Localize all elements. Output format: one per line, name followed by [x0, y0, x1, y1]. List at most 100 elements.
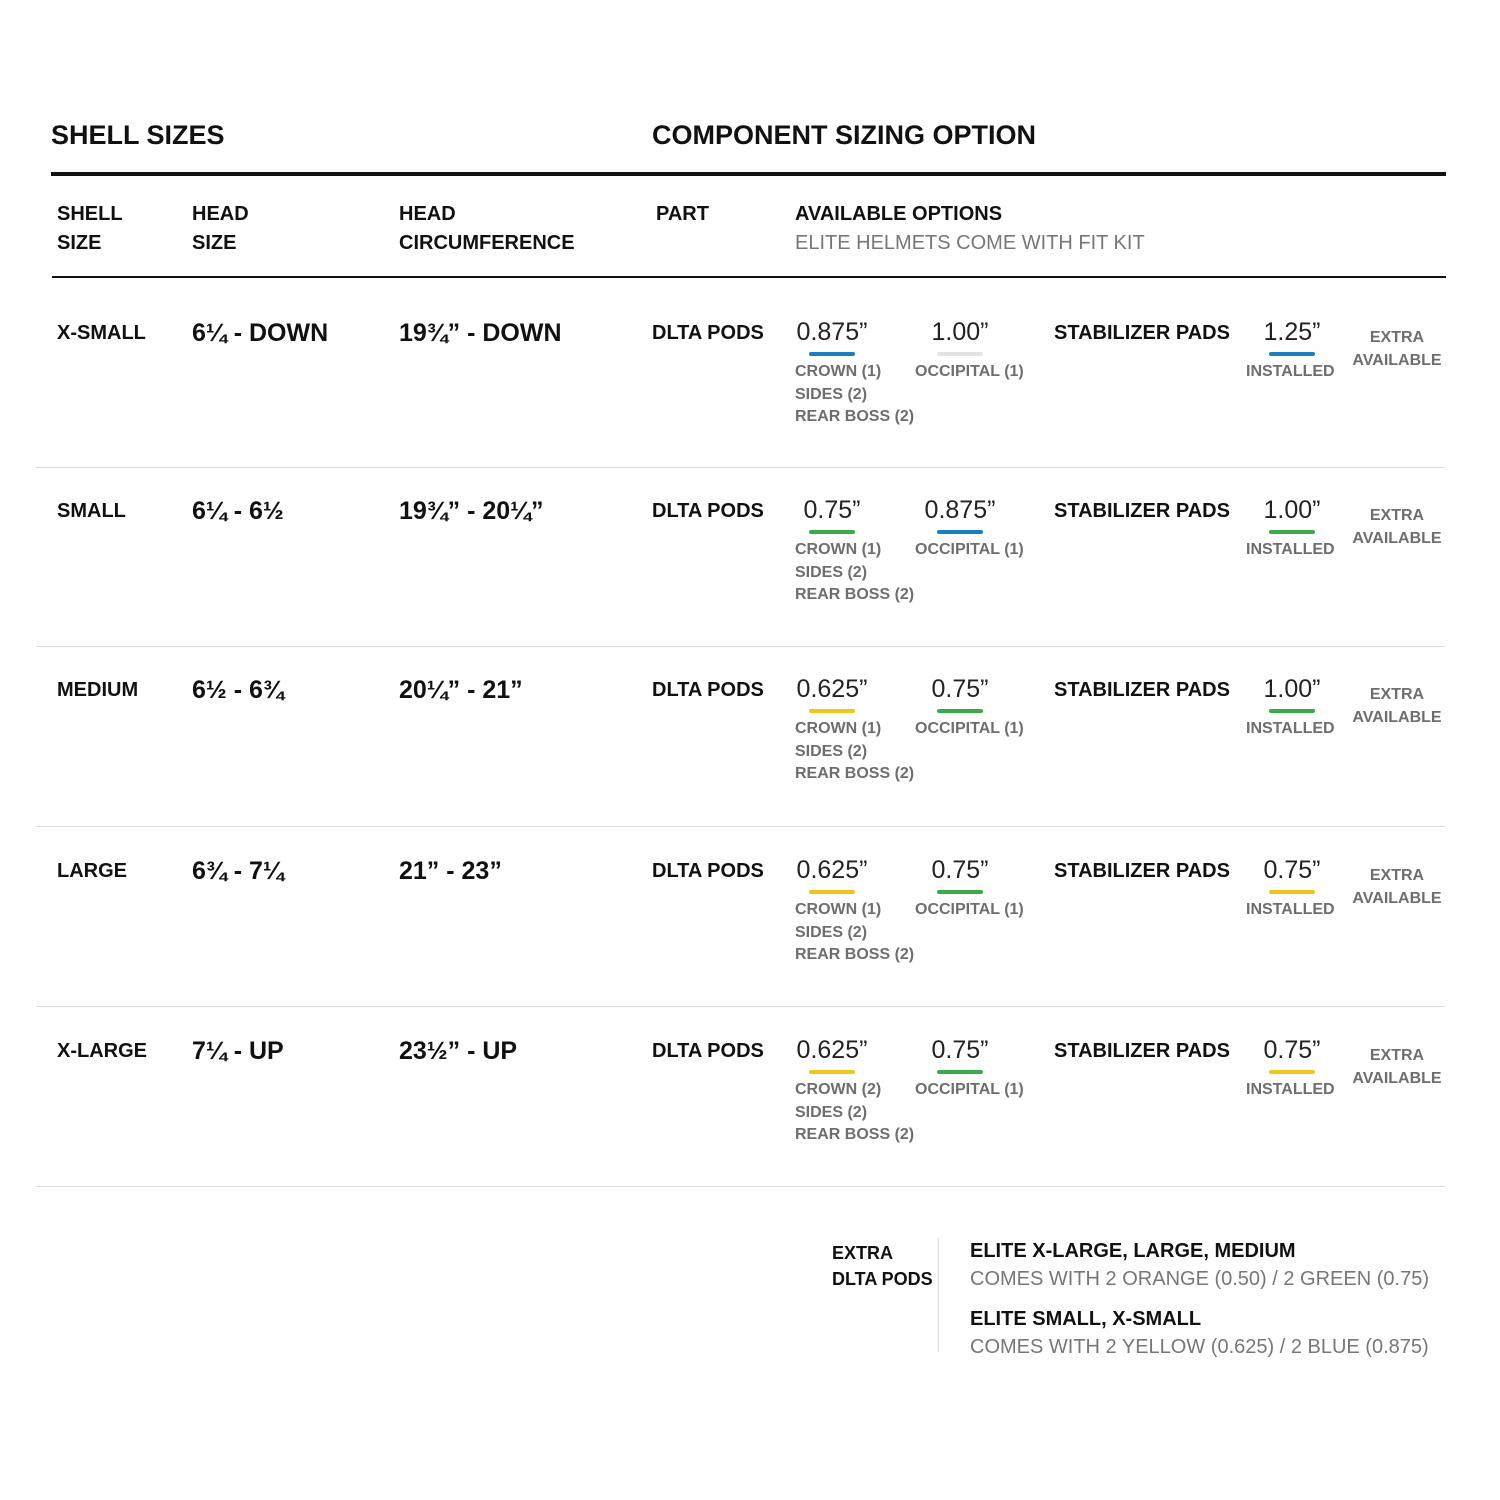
option-parts: CROWN (1) SIDES (2) REAR BOSS (2) [795, 539, 914, 607]
stabilizer-value: 0.75” [1263, 1036, 1321, 1064]
option-part-line: CROWN (1) [795, 720, 882, 737]
option-color-bar [809, 530, 855, 534]
option-parts: CROWN (1) SIDES (2) REAR BOSS (2) [795, 899, 914, 967]
option-parts: OCCIPITAL (1) [915, 899, 1024, 922]
option-value: 0.625” [796, 1036, 868, 1064]
col-part: PART [656, 203, 709, 225]
table-row: X-LARGE 7¼ - UP 23½” - UP DLTA PODS 0.625” CR… [0, 1034, 1500, 1204]
head-circumference: 20¼” - 21” [399, 676, 523, 704]
head-size: 6¼ - 6½ [192, 497, 284, 525]
stabilizer-value: 1.00” [1263, 675, 1321, 703]
head-size: 6¼ - DOWN [192, 319, 329, 347]
option-color-bar [937, 352, 983, 356]
option-part-line: OCCIPITAL (1) [915, 541, 1024, 558]
option-part-line: SIDES (2) [795, 385, 868, 403]
option-value: 0.875” [796, 318, 868, 346]
option-part-line: CROWN (1) [795, 541, 882, 558]
option-value: 0.75” [931, 856, 989, 884]
row-separator [36, 826, 1445, 827]
head-circumference: 19¾” - 20¼” [399, 497, 544, 525]
col-label: CIRCUMFERENCE [399, 232, 575, 254]
installed-label: INSTALLED [1246, 720, 1335, 737]
option-part-line: CROWN (2) [795, 1081, 882, 1098]
col-head-size: HEAD SIZE [192, 200, 249, 258]
option-value: 0.875” [924, 496, 996, 524]
stabilizer-color-bar [1269, 709, 1315, 713]
head-size: 7¼ - UP [192, 1037, 284, 1065]
col-label: SIZE [192, 232, 237, 254]
stabilizer-color-bar [1269, 1070, 1315, 1074]
table-row: X-SMALL 6¼ - DOWN 19¾” - DOWN DLTA PODS 0.87… [0, 316, 1500, 486]
stabilizer-pads-label: STABILIZER PADS [1054, 1040, 1230, 1062]
part: DLTA PODS [652, 500, 764, 522]
extra-line: EXTRA [1369, 507, 1425, 524]
option-part-line: OCCIPITAL (1) [915, 363, 1024, 380]
option-part-line: REAR BOSS (2) [795, 1126, 915, 1143]
table-row: SMALL 6¼ - 6½ 19¾” - 20¼” DLTA PODS 0.75” CRO… [0, 494, 1500, 664]
extra-line: AVAILABLE [1352, 708, 1442, 726]
option-parts: CROWN (2) SIDES (2) REAR BOSS (2) [795, 1079, 914, 1147]
stabilizer-pads-label: STABILIZER PADS [1054, 500, 1230, 522]
footer-label: EXTRA DLTA PODS [832, 1240, 933, 1292]
stabilizer-pads-label: STABILIZER PADS [1054, 679, 1230, 701]
row-separator [36, 646, 1445, 647]
option-part-line: REAR BOSS (2) [795, 946, 915, 963]
head-size: 6½ - 6¾ [192, 676, 284, 704]
option-part-line: REAR BOSS (2) [795, 586, 915, 603]
col-head-circumference: HEAD CIRCUMFERENCE [399, 200, 575, 258]
extra-line: AVAILABLE [1352, 1069, 1442, 1087]
footer-group-text: COMES WITH 2 ORANGE (0.50) / 2 GREEN (0.… [970, 1268, 1429, 1290]
extra-available: EXTRA AVAILABLE [1352, 684, 1441, 729]
option-parts: CROWN (1) SIDES (2) REAR BOSS (2) [795, 361, 914, 429]
option-part-line: SIDES (2) [795, 742, 868, 760]
option-parts: OCCIPITAL (1) [915, 1079, 1024, 1102]
shell-size: MEDIUM [57, 679, 139, 701]
part: DLTA PODS [652, 860, 764, 882]
extra-available: EXTRA AVAILABLE [1352, 865, 1441, 910]
part: DLTA PODS [652, 679, 764, 701]
header-rule [51, 172, 1446, 176]
extra-line: EXTRA [1369, 867, 1425, 884]
extra-available: EXTRA AVAILABLE [1352, 327, 1441, 372]
footer-group-text: COMES WITH 2 YELLOW (0.625) / 2 BLUE (0.… [970, 1336, 1429, 1358]
part: DLTA PODS [652, 322, 764, 344]
part: DLTA PODS [652, 1040, 764, 1062]
option-parts: OCCIPITAL (1) [915, 718, 1024, 741]
row-separator [36, 1006, 1445, 1007]
head-size: 6¾ - 7¼ [192, 857, 284, 885]
table-row: LARGE 6¾ - 7¼ 21” - 23” DLTA PODS 0.625” CROW… [0, 854, 1500, 1024]
option-color-bar [937, 709, 983, 713]
extra-line: EXTRA [1369, 329, 1425, 346]
option-part-line: SIDES (2) [795, 563, 868, 581]
option-part-line: OCCIPITAL (1) [915, 720, 1024, 737]
option-parts: OCCIPITAL (1) [915, 539, 1024, 562]
option-color-bar [809, 1070, 855, 1074]
stabilizer-pads-label: STABILIZER PADS [1054, 322, 1230, 344]
extra-line: AVAILABLE [1352, 351, 1442, 369]
option-color-bar [937, 530, 983, 534]
option-part-line: OCCIPITAL (1) [915, 1081, 1024, 1098]
col-label: HEAD [192, 203, 249, 225]
option-part-line: SIDES (2) [795, 923, 868, 941]
column-header-rule [52, 276, 1446, 278]
stabilizer-color-bar [1269, 352, 1315, 356]
option-value: 1.00” [931, 318, 989, 346]
shell-size: LARGE [57, 860, 127, 882]
stabilizer-value: 1.00” [1263, 496, 1321, 524]
option-color-bar [937, 1070, 983, 1074]
option-value: 0.75” [803, 496, 861, 524]
installed-label: INSTALLED [1246, 1081, 1335, 1098]
footer-group-title: ELITE SMALL, X-SMALL [970, 1308, 1202, 1330]
col-shell-size: SHELL SIZE [57, 200, 123, 258]
option-parts: OCCIPITAL (1) [915, 361, 1024, 384]
col-note: ELITE HELMETS COME WITH FIT KIT [795, 232, 1145, 254]
footer-label-line: EXTRA [832, 1243, 894, 1263]
head-circumference: 23½” - UP [399, 1037, 518, 1065]
option-color-bar [809, 352, 855, 356]
footer-group-title: ELITE X-LARGE, LARGE, MEDIUM [970, 1240, 1296, 1262]
footer-divider [938, 1238, 939, 1352]
col-label: SIZE [57, 232, 102, 254]
stabilizer-value: 1.25” [1263, 318, 1321, 346]
row-separator [36, 467, 1445, 468]
option-value: 0.75” [931, 675, 989, 703]
